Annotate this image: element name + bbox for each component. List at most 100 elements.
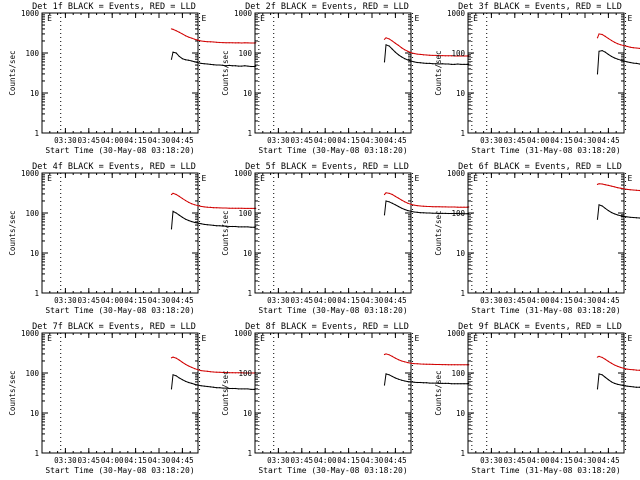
events-data-point xyxy=(401,207,403,209)
lld-data-point xyxy=(422,205,425,207)
lld-data-point xyxy=(219,41,221,44)
lld-data-point xyxy=(635,369,638,371)
events-data-point xyxy=(441,212,443,214)
x-tick-label: 03:45 xyxy=(504,456,527,465)
events-data-point xyxy=(200,385,202,387)
events-data-point xyxy=(170,58,173,60)
lld-data-point xyxy=(596,183,599,185)
lld-data-point xyxy=(178,31,180,33)
events-data-point xyxy=(463,383,465,385)
panel-title: Det 5f BLACK = Events, RED = LLD xyxy=(245,162,409,172)
lld-data-point xyxy=(457,206,459,208)
lld-data-point xyxy=(219,207,221,209)
events-data-point xyxy=(617,214,619,216)
events-data-point xyxy=(247,226,249,228)
lld-data-point xyxy=(407,361,409,364)
lld-data-point xyxy=(426,205,428,208)
events-data-point xyxy=(394,377,396,379)
y-tick-label: 100 xyxy=(451,369,465,378)
event-marker-label: E xyxy=(260,334,265,343)
event-marker-label: E xyxy=(415,174,420,183)
lld-data-point xyxy=(172,192,174,194)
events-data-point xyxy=(432,382,434,384)
lld-data-point xyxy=(200,205,202,208)
panel-title: Det 7f BLACK = Events, RED = LLD xyxy=(32,322,196,332)
panel-9: Det 9f BLACK = Events, RED = LLD 1 10 100 10… xyxy=(434,322,640,475)
events-data-point xyxy=(206,385,208,388)
lld-data-point xyxy=(253,42,255,44)
events-data-point xyxy=(191,382,193,384)
y-tick-label: 10 xyxy=(456,249,466,258)
events-data-point xyxy=(626,385,628,387)
events-data-point xyxy=(623,60,625,62)
lld-data-point xyxy=(394,357,396,359)
events-data-point xyxy=(410,210,412,212)
lld-data-point xyxy=(435,54,437,57)
y-tick-label: 100 xyxy=(238,49,252,58)
x-tick-label: 04:45 xyxy=(171,296,194,305)
lld-data-point xyxy=(410,203,412,205)
x-tick-label: 04:45 xyxy=(171,456,194,465)
events-data-point xyxy=(614,213,616,215)
events-data-point xyxy=(629,216,631,218)
events-data-point xyxy=(219,64,221,66)
lld-data-point xyxy=(454,55,456,57)
lld-data-point xyxy=(614,364,616,366)
x-tick-label: 04:00 xyxy=(314,296,337,305)
lld-data-point xyxy=(441,206,443,208)
events-data-point xyxy=(191,60,193,62)
lld-data-point xyxy=(626,368,628,370)
lld-data-point xyxy=(422,363,425,365)
events-data-point xyxy=(225,387,227,389)
lld-data-point xyxy=(444,206,446,208)
events-data-point xyxy=(426,62,428,64)
lld-data-point xyxy=(383,193,386,196)
y-tick-label: 10 xyxy=(243,89,253,98)
lld-data-point xyxy=(441,55,443,57)
events-data-point xyxy=(225,65,227,67)
lld-data-point xyxy=(447,364,450,366)
lld-data-point xyxy=(244,372,246,374)
events-data-point xyxy=(222,387,224,389)
y-tick-label: 1000 xyxy=(21,329,40,338)
lld-data-point xyxy=(457,55,459,57)
y-tick-label: 100 xyxy=(238,369,252,378)
x-tick-label: 04:30 xyxy=(148,456,171,465)
lld-series-line xyxy=(597,355,640,371)
lld-data-point xyxy=(247,42,249,44)
events-data-point xyxy=(457,383,459,385)
lld-data-point xyxy=(429,363,431,365)
lld-data-point xyxy=(454,364,456,366)
events-data-point xyxy=(466,383,468,385)
lld-data-point xyxy=(410,52,412,54)
lld-data-point xyxy=(426,363,428,365)
events-data-point xyxy=(410,381,412,383)
y-tick-label: 10 xyxy=(456,89,466,98)
panel-title: Det 4f BLACK = Events, RED = LLD xyxy=(32,162,196,172)
lld-data-point xyxy=(394,42,396,44)
x-tick-label: 03:45 xyxy=(504,296,527,305)
x-tick-label: 04:00 xyxy=(527,296,550,305)
events-data-point xyxy=(598,373,600,375)
lld-data-point xyxy=(426,54,428,56)
lld-data-point xyxy=(419,363,421,365)
lld-data-point xyxy=(438,55,440,57)
x-tick-label: 03:45 xyxy=(78,136,101,145)
events-data-point xyxy=(181,379,183,381)
events-data-point xyxy=(614,382,616,384)
x-tick-label: 04:15 xyxy=(550,136,573,145)
x-tick-label: 03:45 xyxy=(78,296,101,305)
events-data-point xyxy=(435,382,437,384)
lld-series-line xyxy=(171,192,256,209)
lld-data-point xyxy=(401,360,403,362)
events-data-point xyxy=(191,220,193,223)
events-data-point xyxy=(454,383,456,385)
lld-data-point xyxy=(598,183,600,185)
y-tick-label: 1000 xyxy=(447,9,466,18)
lld-data-point xyxy=(397,197,400,199)
x-axis-label: Start Time (31-May-08 03:18:20) xyxy=(471,466,620,475)
y-axis-label: Counts/sec xyxy=(8,210,17,255)
x-tick-label: 04:30 xyxy=(148,136,171,145)
lld-data-point xyxy=(438,206,440,208)
lld-data-point xyxy=(181,197,183,200)
